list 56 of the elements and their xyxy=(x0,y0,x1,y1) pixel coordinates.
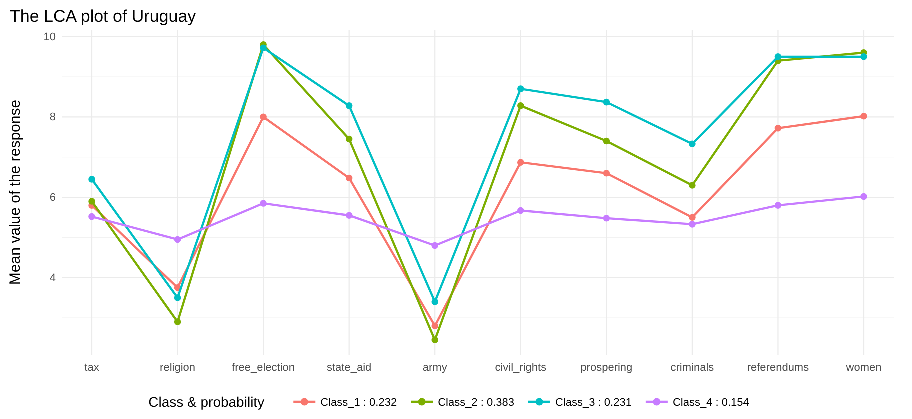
point xyxy=(518,86,524,92)
point xyxy=(689,140,696,148)
legend-label: Class_2 : 0.383 xyxy=(438,397,514,409)
point xyxy=(518,159,524,166)
point xyxy=(88,176,96,183)
point xyxy=(518,207,524,214)
point xyxy=(174,294,182,302)
x-tick-label: army xyxy=(422,362,448,374)
x-tick-label: civil_rights xyxy=(495,362,548,374)
point xyxy=(260,114,267,121)
point xyxy=(260,44,267,52)
x-tick-label: free_election xyxy=(232,362,296,374)
chart-title: The LCA plot of Uruguay xyxy=(10,7,197,26)
x-tick-label: tax xyxy=(84,362,100,374)
legend-label: Class_1 : 0.232 xyxy=(320,397,398,409)
x-tick-label: referendums xyxy=(747,362,810,374)
point xyxy=(346,136,353,143)
point xyxy=(174,236,182,244)
point xyxy=(260,200,267,207)
point xyxy=(346,212,353,219)
x-tick-label: women xyxy=(845,362,882,374)
point xyxy=(689,214,696,221)
legend-label: Class_3 : 0.231 xyxy=(556,397,632,409)
point xyxy=(88,213,96,220)
point xyxy=(774,125,782,132)
point xyxy=(346,174,353,182)
point xyxy=(689,221,696,228)
point xyxy=(432,322,438,330)
y-tick-label: 4 xyxy=(50,272,56,284)
point xyxy=(774,202,782,209)
legend-title: Class & probability xyxy=(148,394,265,410)
x-tick-label: prospering xyxy=(580,362,633,374)
point xyxy=(860,193,868,200)
x-tick-label: religion xyxy=(160,362,196,374)
point xyxy=(432,298,438,306)
point xyxy=(518,102,524,110)
point xyxy=(88,198,96,205)
point xyxy=(346,102,353,110)
legend-label: Class_4 : 0.154 xyxy=(672,397,750,409)
point xyxy=(774,54,782,60)
point xyxy=(174,318,182,326)
point xyxy=(432,242,438,250)
point xyxy=(603,215,610,222)
y-tick-label: 6 xyxy=(50,192,56,204)
point xyxy=(860,112,868,120)
y-tick-label: 8 xyxy=(50,112,56,124)
point xyxy=(689,182,696,189)
y-tick-label: 10 xyxy=(44,31,56,44)
y-axis-title: Mean value of the response xyxy=(7,100,24,286)
point xyxy=(432,336,438,344)
point xyxy=(603,138,610,145)
x-tick-label: state_aid xyxy=(327,362,372,374)
point xyxy=(603,170,610,177)
point xyxy=(860,54,868,60)
x-tick-label: criminals xyxy=(670,362,715,374)
point xyxy=(603,98,610,106)
